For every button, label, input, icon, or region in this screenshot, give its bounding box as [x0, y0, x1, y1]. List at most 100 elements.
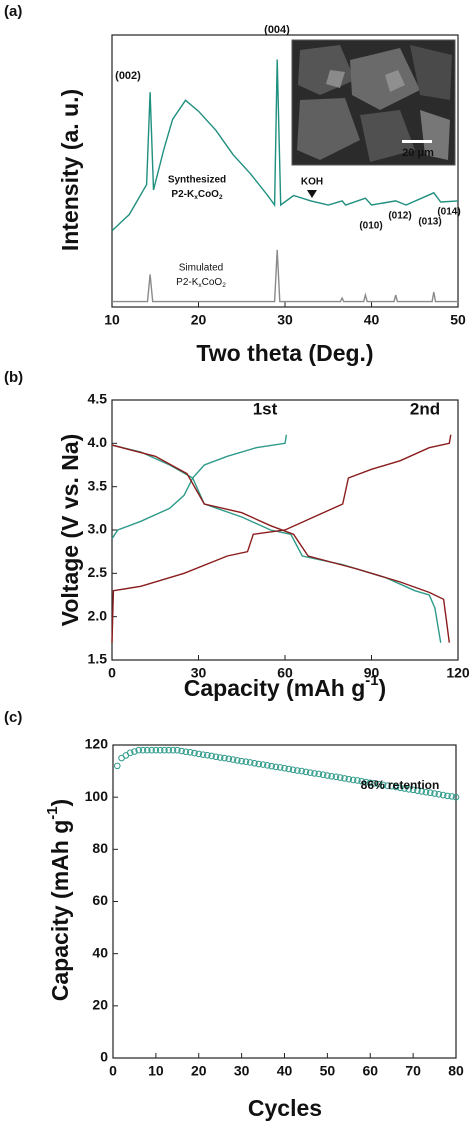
x-tick-label: 30 [234, 1063, 250, 1079]
legend-label: 1st [253, 399, 278, 418]
data-point [366, 779, 374, 787]
data-point [315, 770, 323, 778]
data-point [238, 757, 245, 765]
x-tick-label: 0 [109, 1063, 117, 1079]
legend-label: 2nd [410, 399, 440, 418]
x-tick-label: 30 [191, 665, 207, 681]
data-point [396, 784, 404, 792]
data-line [111, 434, 452, 643]
data-point [362, 778, 370, 786]
data-point [388, 782, 395, 790]
x-axis-title-part: ) [379, 675, 387, 701]
data-point [182, 748, 190, 756]
x-tick-label: 0 [108, 665, 116, 681]
data-point [332, 773, 340, 781]
data-line [112, 249, 458, 303]
x-axis-title-part: Capacity (mAh g [184, 675, 365, 701]
data-point [195, 750, 203, 758]
data-point [431, 790, 438, 797]
data-point [426, 789, 434, 797]
data-point [212, 753, 220, 761]
data-point [302, 768, 310, 776]
x-tick-label: 10 [104, 312, 120, 328]
annotation: (012) [388, 211, 411, 222]
y-tick-label: 60 [92, 892, 108, 908]
data-point [294, 767, 301, 774]
data-point [448, 793, 456, 800]
y-tick-label: 3.5 [88, 477, 108, 493]
y-axis-title-part: -1 [44, 806, 61, 819]
data-point [169, 746, 177, 754]
data-point [204, 751, 211, 759]
annotation-part: x [198, 282, 202, 289]
x-axis-title: Two theta (Deg.) [196, 340, 373, 366]
panel-label: (a) [4, 3, 22, 20]
data-point [384, 782, 391, 789]
data-point [444, 792, 451, 800]
annotation: 20 μm [402, 147, 434, 159]
data-point [242, 758, 250, 765]
annotation-part: CoO [202, 277, 223, 288]
data-point [298, 767, 305, 775]
data-point [259, 761, 267, 768]
data-point [358, 777, 365, 785]
sem-inset [291, 39, 456, 166]
x-tick-label: 40 [277, 1063, 293, 1079]
data-point [418, 788, 426, 795]
data-point [341, 775, 348, 782]
y-tick-label: 40 [92, 944, 108, 960]
data-point [319, 771, 327, 779]
data-point [246, 759, 254, 766]
data-point [328, 773, 335, 780]
x-tick-label: 30 [277, 312, 293, 328]
x-tick-label: 40 [364, 312, 380, 328]
annotation-part: CoO [198, 189, 219, 200]
data-point [289, 766, 297, 774]
annotation: (013) [418, 217, 441, 228]
annotation-part: P2-K [176, 277, 199, 288]
data-point [345, 775, 353, 783]
data-point [405, 786, 413, 793]
data-point [285, 765, 293, 773]
data-point [375, 780, 383, 788]
y-tick-label: 2.0 [88, 607, 108, 623]
data-point [152, 746, 160, 754]
annotation: (014) [437, 207, 460, 218]
x-tick-label: 60 [362, 1063, 378, 1079]
annotation: (004) [264, 24, 290, 36]
data-point [311, 770, 318, 777]
x-tick-label: 10 [148, 1063, 164, 1079]
y-tick-label: 2.5 [88, 564, 108, 580]
data-point [272, 763, 280, 771]
data-line [111, 59, 459, 232]
koh-marker [307, 190, 317, 198]
y-tick-label: 1.5 [88, 651, 108, 667]
data-point [144, 746, 151, 754]
data-point [251, 759, 258, 767]
data-point [349, 776, 357, 784]
x-tick-label: 20 [191, 1063, 207, 1079]
x-tick-label: 60 [277, 665, 293, 681]
data-point [306, 769, 314, 776]
y-tick-label: 100 [85, 788, 109, 804]
x-tick-label: 70 [405, 1063, 421, 1079]
panel-label: (b) [4, 369, 23, 386]
x-tick-label: 50 [450, 312, 466, 328]
annotation: (002) [115, 70, 141, 82]
y-axis-title-part: Capacity (mAh g [47, 820, 73, 1001]
data-point [255, 760, 263, 768]
annotation: 86% retention [361, 778, 440, 792]
x-axis-title: Cycles [248, 1095, 322, 1121]
data-point [126, 749, 134, 757]
y-tick-label: 20 [92, 997, 108, 1013]
x-axis-title: Capacity (mAh g-1) [184, 672, 386, 701]
data-point [281, 764, 288, 772]
data-point [379, 781, 387, 789]
annotation-part: P2-K [171, 189, 195, 200]
data-point [392, 783, 400, 791]
x-tick-label: 120 [446, 665, 470, 681]
data-point [234, 757, 241, 764]
annotation-part: 2 [222, 282, 226, 289]
data-point [161, 746, 168, 754]
